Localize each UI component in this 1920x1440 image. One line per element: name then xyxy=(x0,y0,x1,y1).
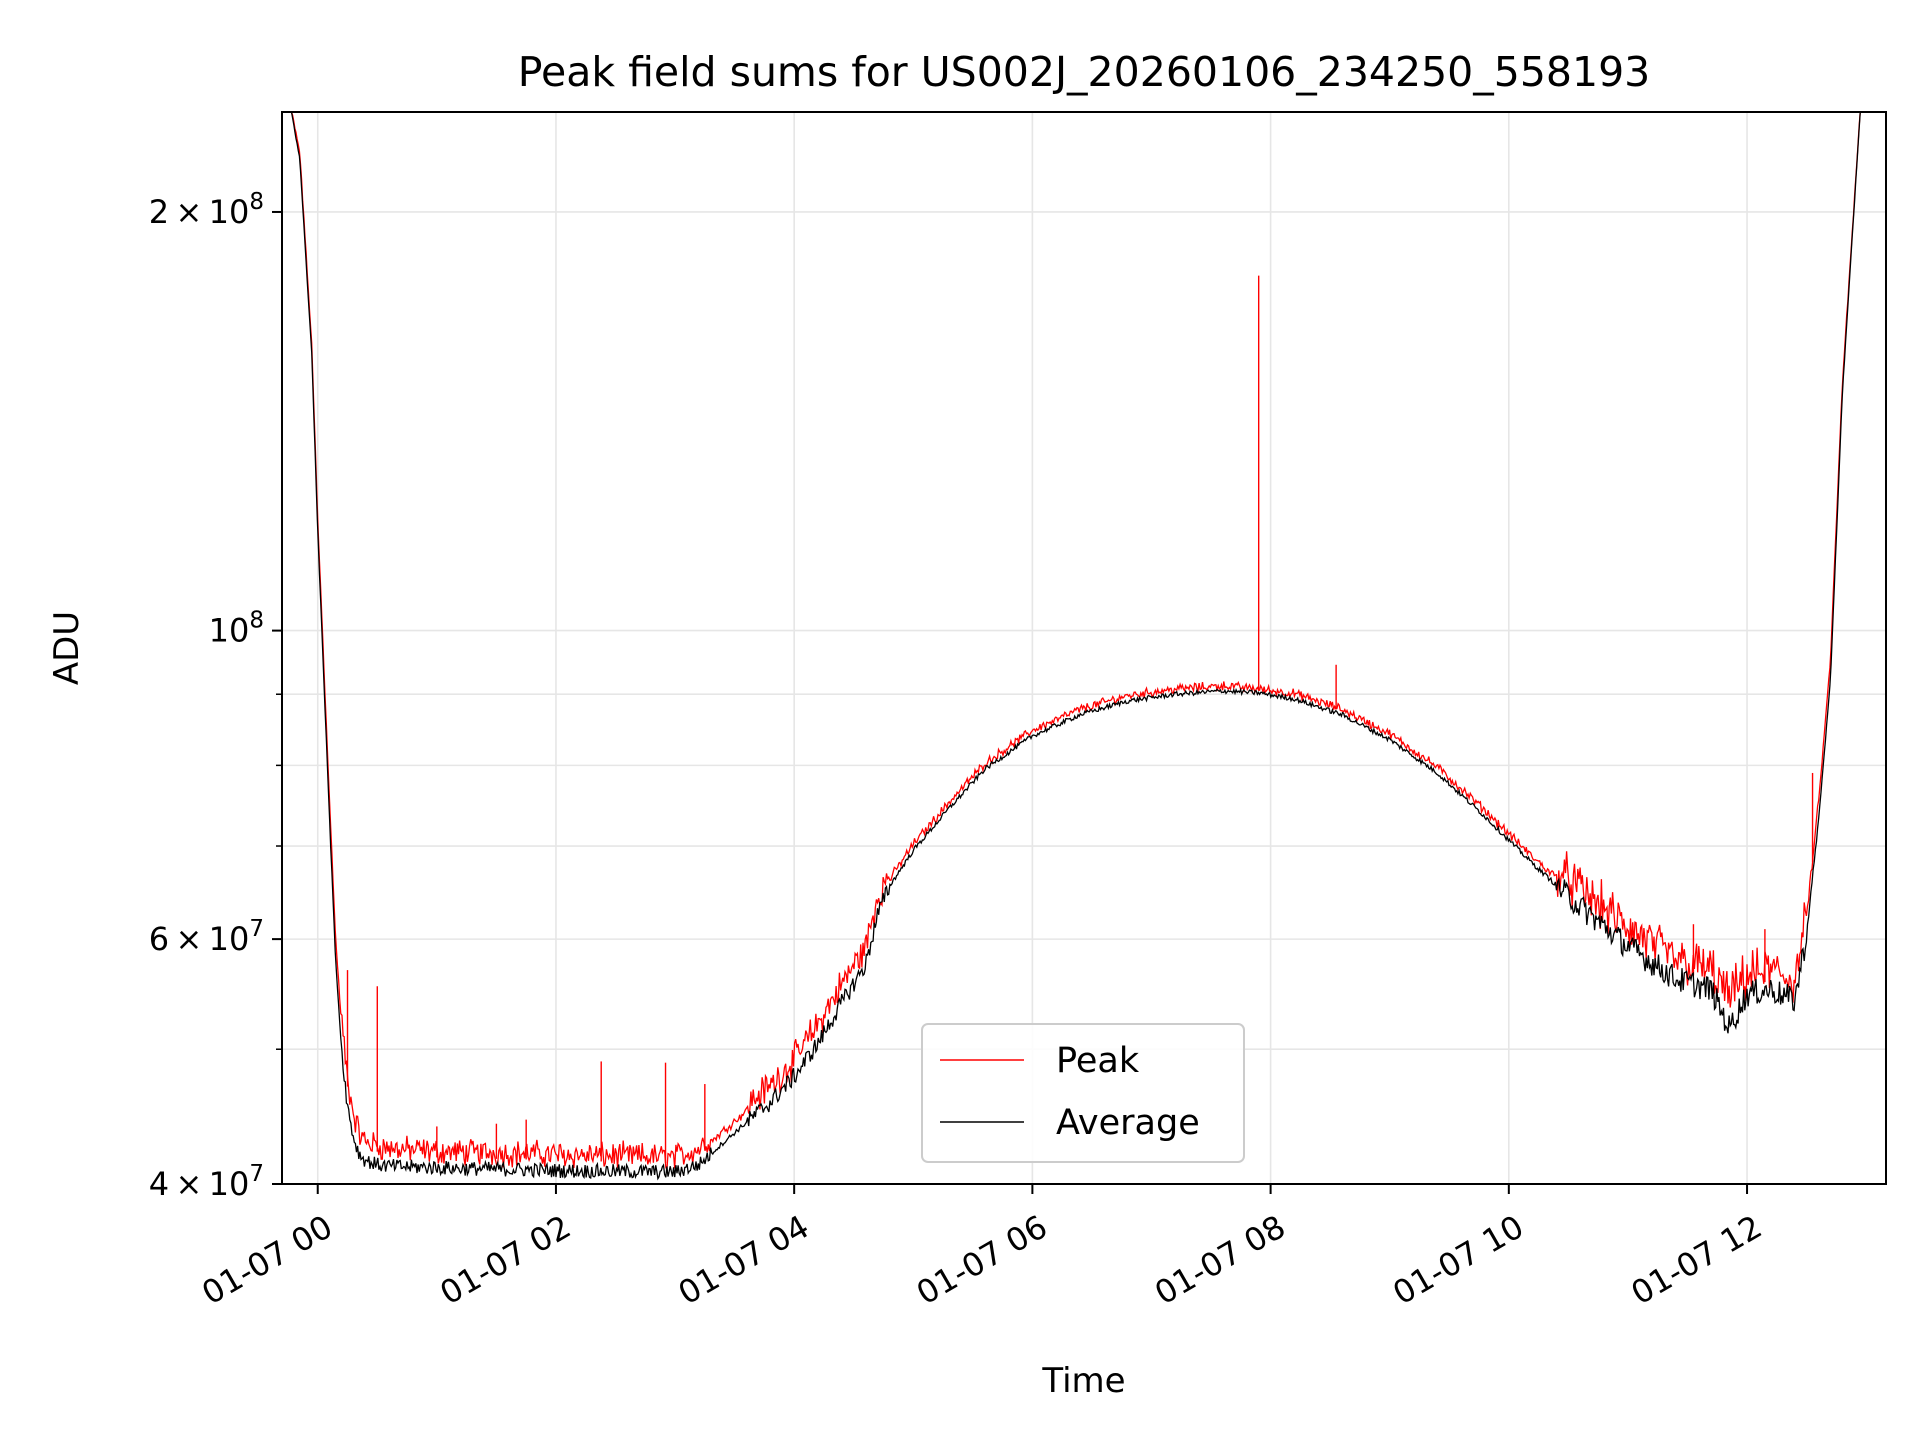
plot-frame xyxy=(281,111,1887,1185)
y-tick-label: 108 xyxy=(209,608,264,650)
y-axis-label: ADU xyxy=(47,611,87,685)
legend-box xyxy=(921,1023,1245,1163)
legend: Peak Average xyxy=(921,1023,1245,1163)
series-average-line xyxy=(290,112,1861,1181)
y-tick-label: 6 × 107 xyxy=(149,916,264,958)
series-layer xyxy=(290,112,1861,1181)
legend-peak-label: Peak xyxy=(1056,1041,1140,1081)
y-tick-label: 2 × 108 xyxy=(149,189,264,231)
y-tick-label: 4 × 107 xyxy=(149,1161,264,1203)
x-axis-label: Time xyxy=(1041,1361,1125,1401)
series-peak xyxy=(290,112,1861,1171)
series-average xyxy=(290,112,1861,1181)
series-peak-line xyxy=(290,112,1861,1171)
legend-average-label: Average xyxy=(1056,1103,1200,1143)
chart-title: Peak field sums for US002J_20260106_2342… xyxy=(518,48,1651,96)
